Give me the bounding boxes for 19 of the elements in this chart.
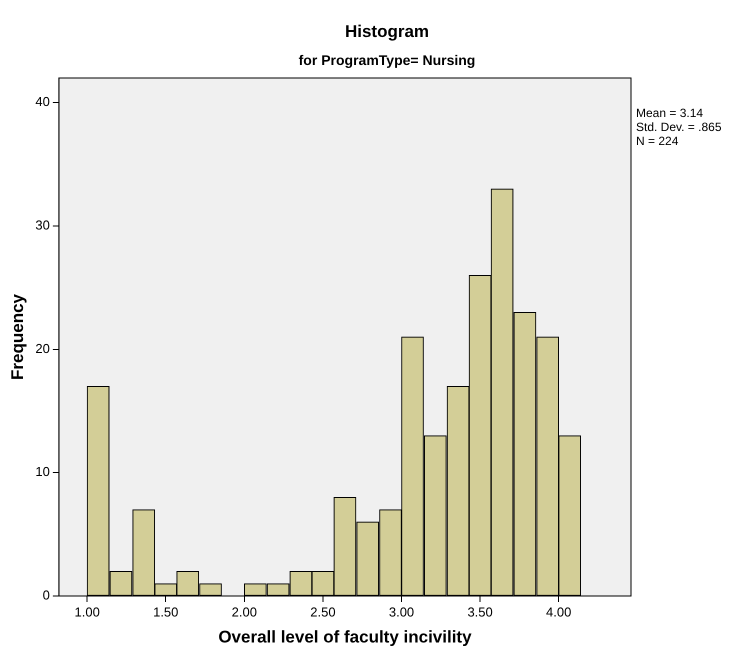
x-tick-label: 1.50 (153, 604, 178, 620)
x-tick-label: 3.00 (388, 604, 414, 620)
x-tick-label: 4.00 (546, 604, 572, 620)
y-tick-label: 20 (35, 340, 50, 356)
y-axis-title: Frequency (8, 293, 27, 380)
text: Mean = 3.14 (636, 106, 704, 120)
y-tick-label: 10 (35, 464, 50, 480)
chart-title: Histogram (344, 22, 430, 42)
x-tick-label: 2.00 (232, 604, 257, 620)
text: Std. Dev. = .865 (636, 120, 722, 134)
x-tick-label: 3.50 (467, 604, 493, 620)
y-tick-label: 40 (35, 94, 50, 110)
y-tick-label: 30 (35, 218, 50, 233)
x-axis-title: Overall level of faculty incivility (218, 627, 472, 646)
x-tick-label: 1.00 (74, 604, 100, 620)
chart-subtitle: for ProgramType= Nursing (298, 52, 476, 68)
x-tick-label: 2.50 (310, 604, 336, 620)
y-tick-label: 0 (42, 588, 50, 603)
text: N = 224 (636, 134, 680, 148)
